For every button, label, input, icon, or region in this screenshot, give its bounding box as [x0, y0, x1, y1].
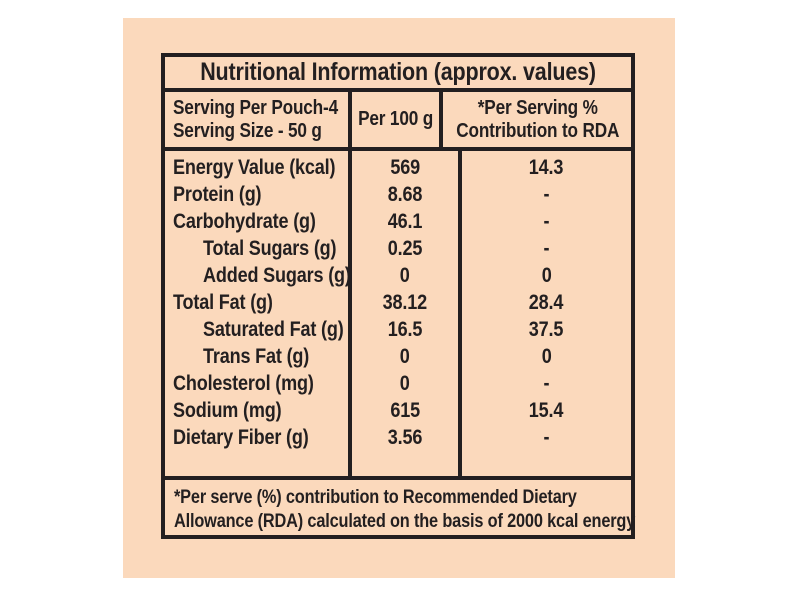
nutrient-name: Cholesterol (mg)	[173, 372, 314, 395]
label-background	[123, 18, 675, 578]
value-rda-percent: -	[543, 372, 550, 395]
value-per-100g: 0.25	[387, 237, 423, 260]
footnote-line-1: *Per serve (%) contribution to Recommend…	[174, 487, 577, 508]
rda-percent-column: 14.3 - - - 0 28.4 37.5 0 - 15.4 -	[462, 151, 631, 476]
serving-per-pouch: Serving Per Pouch-4	[173, 96, 338, 119]
table-body: Energy Value (kcal) Protein (g) Carbohyd…	[165, 151, 631, 480]
rda-footnote: *Per serve (%) contribution to Recommend…	[165, 480, 635, 535]
value-per-100g: 16.5	[387, 318, 423, 341]
value-rda-percent: 37.5	[529, 318, 564, 341]
value-rda-percent: -	[543, 426, 550, 449]
nutrient-name-column: Energy Value (kcal) Protein (g) Carbohyd…	[165, 151, 352, 476]
value-per-100g: 569	[390, 156, 420, 179]
table-title-row: Nutritional Information (approx. values)	[165, 57, 631, 92]
nutrient-name: Carbohydrate (g)	[173, 210, 316, 233]
nutrient-name: Total Sugars (g)	[203, 237, 337, 260]
header-serving-info: Serving Per Pouch-4 Serving Size - 50 g	[165, 92, 352, 147]
value-per-100g: 38.12	[382, 291, 428, 314]
table-title: Nutritional Information (approx. values)	[200, 58, 596, 86]
header-per-100g: Per 100 g	[352, 92, 444, 147]
per-100g-column: 569 8.68 46.1 0.25 0 38.12 16.5 0 0 615 …	[352, 151, 462, 476]
value-per-100g: 0	[400, 345, 410, 368]
value-rda-percent: 28.4	[529, 291, 564, 314]
nutrient-name: Added Sugars (g)	[203, 264, 351, 287]
serving-size: Serving Size - 50 g	[173, 119, 322, 142]
nutrient-name: Energy Value (kcal)	[173, 156, 336, 179]
value-rda-percent: -	[543, 183, 550, 206]
value-rda-percent: 15.4	[529, 399, 564, 422]
value-per-100g: 0	[400, 372, 410, 395]
header-rda-contribution: *Per Serving % Contribution to RDA	[456, 96, 620, 142]
value-per-100g: 8.68	[387, 183, 423, 206]
table-header-row: Serving Per Pouch-4 Serving Size - 50 g …	[165, 92, 631, 151]
nutrient-name: Saturated Fat (g)	[203, 318, 344, 341]
value-rda-percent: 0	[541, 264, 552, 287]
footnote-line-2: Allowance (RDA) calculated on the basis …	[174, 511, 636, 532]
value-per-100g: 46.1	[387, 210, 423, 233]
value-per-100g: 0	[400, 264, 410, 287]
nutrient-name: Protein (g)	[173, 183, 262, 206]
value-rda-percent: -	[543, 210, 550, 233]
nutrient-name: Trans Fat (g)	[203, 345, 310, 368]
value-rda-percent: 14.3	[529, 156, 564, 179]
value-rda-percent: 0	[541, 345, 552, 368]
value-per-100g: 615	[390, 399, 420, 422]
nutrient-name: Sodium (mg)	[173, 399, 282, 422]
nutrient-name: Total Fat (g)	[173, 291, 273, 314]
value-rda-percent: -	[543, 237, 550, 260]
nutrient-name: Dietary Fiber (g)	[173, 426, 309, 449]
value-per-100g: 3.56	[387, 426, 423, 449]
nutrition-table: Nutritional Information (approx. values)…	[161, 53, 635, 539]
